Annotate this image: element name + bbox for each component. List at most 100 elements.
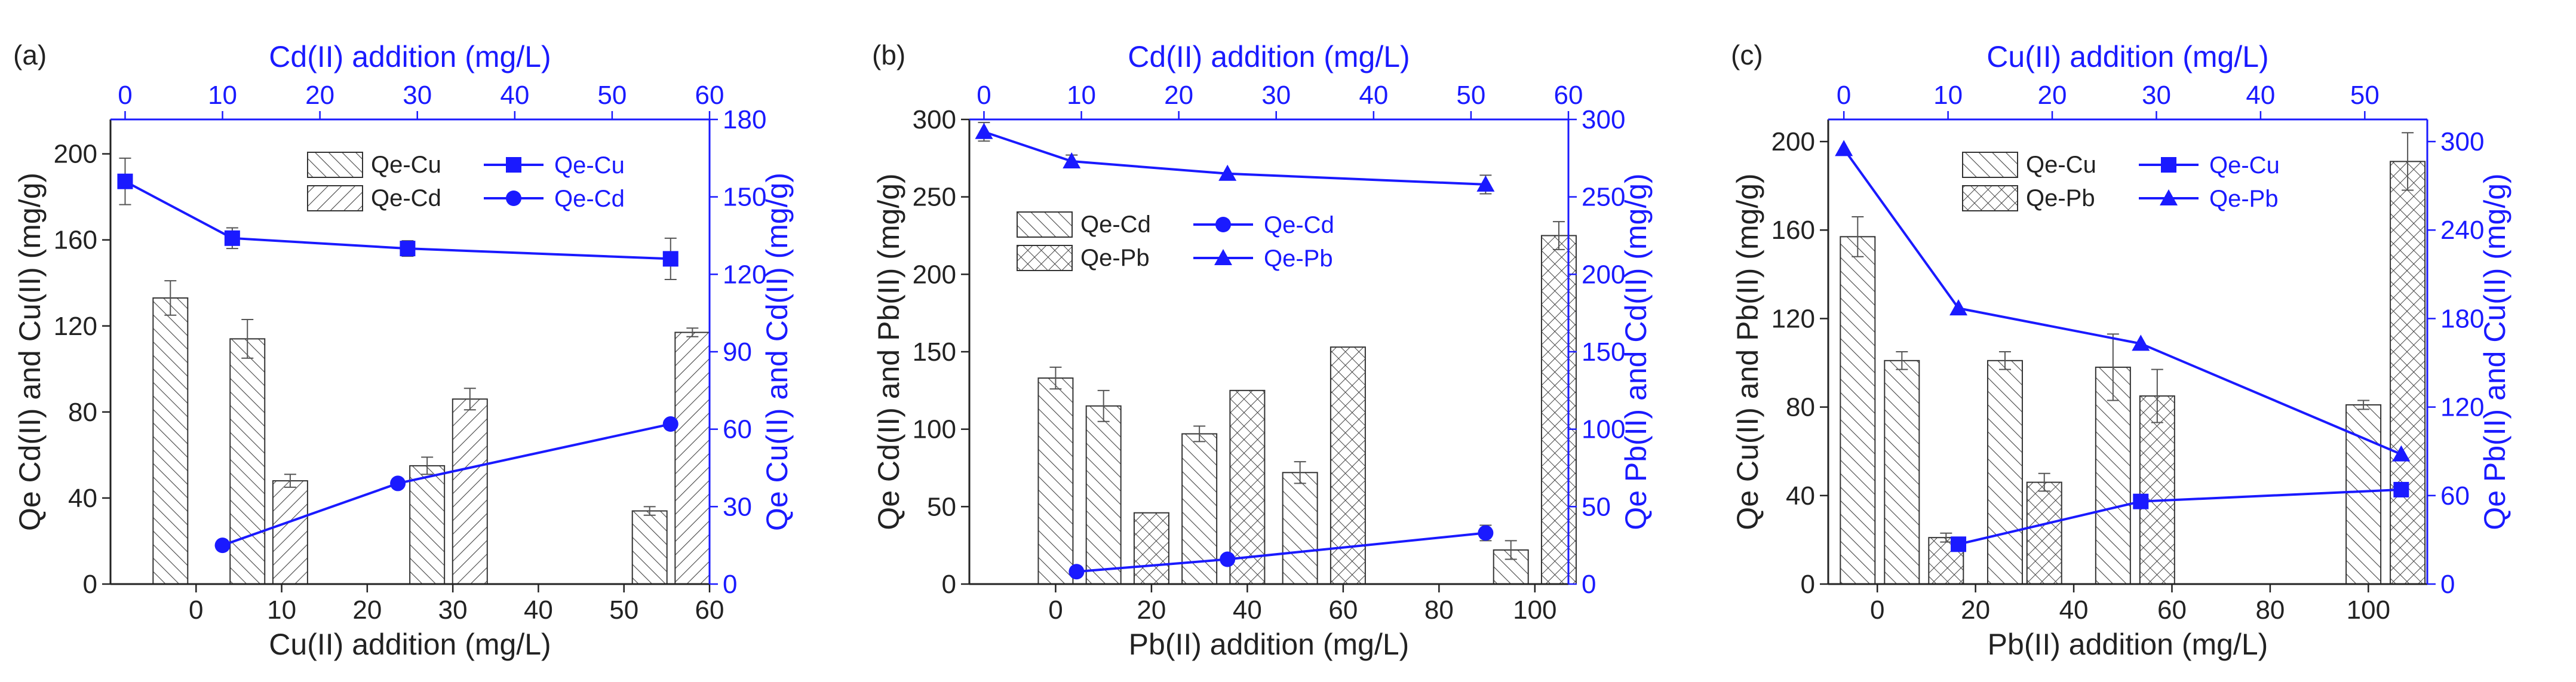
y2-tick-label: 300 [2440, 127, 2484, 156]
y-tick-label: 100 [913, 415, 956, 444]
x2-tick-label: 40 [1359, 81, 1388, 110]
x2-tick-label: 40 [2246, 81, 2275, 110]
bar-qe-cu [1884, 360, 1920, 585]
legend-swatch-qe-cu [1962, 152, 2018, 178]
legend-marker-qe-cd [1215, 217, 1231, 232]
series-line-qe-pb [1843, 148, 2402, 456]
legend-label-line: Qe-Pb [1264, 245, 1333, 272]
bar-qe-pb [1133, 512, 1169, 585]
legend-label-bar: Qe-Cd [371, 185, 441, 211]
bar-qe-cd [452, 398, 488, 585]
y2-tick-label: 60 [723, 415, 752, 444]
panel-label: (b) [872, 39, 905, 70]
x-tick-label: 40 [2059, 595, 2089, 625]
legend: Qe-Cu Qe-Cd Qe-Cu Qe-Cd [307, 152, 625, 212]
line-group [117, 157, 678, 554]
y-tick-label: 250 [913, 183, 956, 212]
x-tick-label: 20 [1137, 595, 1166, 625]
x2-tick-label: 0 [1837, 81, 1851, 110]
legend-swatch-qe-pb [1962, 185, 2018, 211]
data-point-qe-cu [2133, 493, 2149, 509]
legend-label-bar: Qe-Cu [371, 152, 441, 178]
legend-marker-qe-cd [506, 191, 521, 206]
line-group [975, 122, 1495, 580]
data-point-qe-cu [400, 241, 416, 257]
y-axis-title: Qe Cd(II) and Cu(II) (mg/g) [13, 173, 47, 531]
y-tick-label: 80 [1786, 393, 1815, 422]
bar-qe-cu [631, 510, 668, 585]
y2-tick-label: 150 [723, 183, 766, 212]
y2-tick-label: 0 [2440, 570, 2455, 599]
data-point-qe-cd [1069, 564, 1085, 580]
y2-tick-label: 60 [2440, 481, 2470, 511]
y2-tick-label: 120 [723, 260, 766, 289]
data-point-qe-cu [662, 251, 678, 267]
y2-tick-label: 150 [1582, 337, 1625, 367]
data-point-qe-pb [2132, 334, 2150, 351]
bar-qe-cu [229, 338, 266, 585]
legend-label-line: Qe-Pb [2209, 186, 2279, 212]
legend-marker-qe-cu [2161, 157, 2176, 173]
data-point-qe-pb [1476, 175, 1495, 192]
x2-tick-label: 60 [1554, 81, 1583, 110]
y2-tick-label: 180 [723, 105, 766, 134]
y2-tick-label: 180 [2440, 304, 2484, 333]
x2-axis-title: Cu(II) addition (mg/L) [1987, 40, 2268, 73]
bar-qe-cd [272, 480, 308, 585]
x-tick-label: 20 [1961, 595, 1990, 625]
data-point-qe-pb [975, 122, 993, 139]
y-tick-label: 40 [68, 484, 97, 513]
data-point-qe-cd [662, 416, 678, 432]
y-tick-label: 160 [54, 226, 97, 255]
legend: Qe-Cu Qe-Pb Qe-Cu Qe-Pb [1962, 152, 2280, 212]
y2-axis-title: Qe Pb(II) and Cu(II) (mg/g) [2478, 173, 2511, 530]
x2-tick-label: 30 [403, 81, 432, 110]
data-point-qe-cd [1220, 551, 1236, 567]
x-tick-label: 60 [1328, 595, 1358, 625]
x2-tick-label: 50 [1456, 81, 1485, 110]
y-tick-label: 120 [1771, 304, 1815, 333]
x-tick-label: 100 [1513, 595, 1556, 625]
bar-qe-cd [1282, 472, 1318, 585]
y2-tick-label: 240 [2440, 216, 2484, 245]
legend-label-line: Qe-Cu [2209, 152, 2280, 179]
legend-label-line: Qe-Cd [554, 186, 625, 212]
bar-qe-cu [1840, 236, 1876, 585]
legend-marker-qe-pb [1214, 249, 1232, 265]
data-point-qe-pb [1063, 152, 1081, 169]
x-tick-label: 50 [609, 595, 638, 625]
x2-tick-label: 0 [118, 81, 132, 110]
x2-tick-label: 20 [1164, 81, 1193, 110]
legend: Qe-Cd Qe-Pb Qe-Cd Qe-Pb [1017, 211, 1334, 272]
x2-tick-label: 20 [305, 81, 334, 110]
y2-tick-label: 250 [1582, 183, 1625, 212]
legend-label-bar: Qe-Cu [2026, 152, 2096, 178]
bar-qe-cd [1037, 377, 1074, 585]
y-tick-label: 200 [1771, 127, 1815, 156]
y2-axis-title: Qe Pb(II) and Cd(II) (mg/g) [1619, 173, 1653, 530]
x-axis-title: Pb(II) addition (mg/L) [1988, 628, 2268, 661]
legend-marker-qe-pb [2160, 189, 2178, 205]
line-group [1835, 140, 2411, 552]
legend-swatch-qe-pb [1017, 245, 1073, 271]
y2-axis-title: Qe Cu(II) and Cd(II) (mg/g) [760, 173, 794, 531]
bar-qe-cd [1085, 405, 1122, 585]
y-tick-label: 50 [927, 492, 956, 521]
x-tick-label: 20 [352, 595, 382, 625]
data-point-qe-pb [1218, 164, 1237, 181]
y-tick-label: 0 [942, 570, 956, 599]
x-tick-label: 60 [695, 595, 724, 625]
x-tick-label: 100 [2347, 595, 2390, 625]
x-tick-label: 40 [524, 595, 553, 625]
chart-panel-c: (c) 0 20 40 60 80 100 0 40 80 120 160 200 0 10 20 30 40 50… [1731, 39, 2511, 661]
series-line-qe-pb [983, 130, 1486, 186]
x2-tick-label: 10 [1933, 81, 1963, 110]
y-tick-label: 80 [68, 398, 97, 427]
bar-qe-cu [152, 297, 189, 585]
legend-swatch-qe-cd [1017, 211, 1073, 238]
x2-tick-label: 50 [2350, 81, 2380, 110]
data-point-qe-cu [2393, 481, 2409, 497]
x2-axis-title: Cd(II) addition (mg/L) [1128, 40, 1410, 73]
